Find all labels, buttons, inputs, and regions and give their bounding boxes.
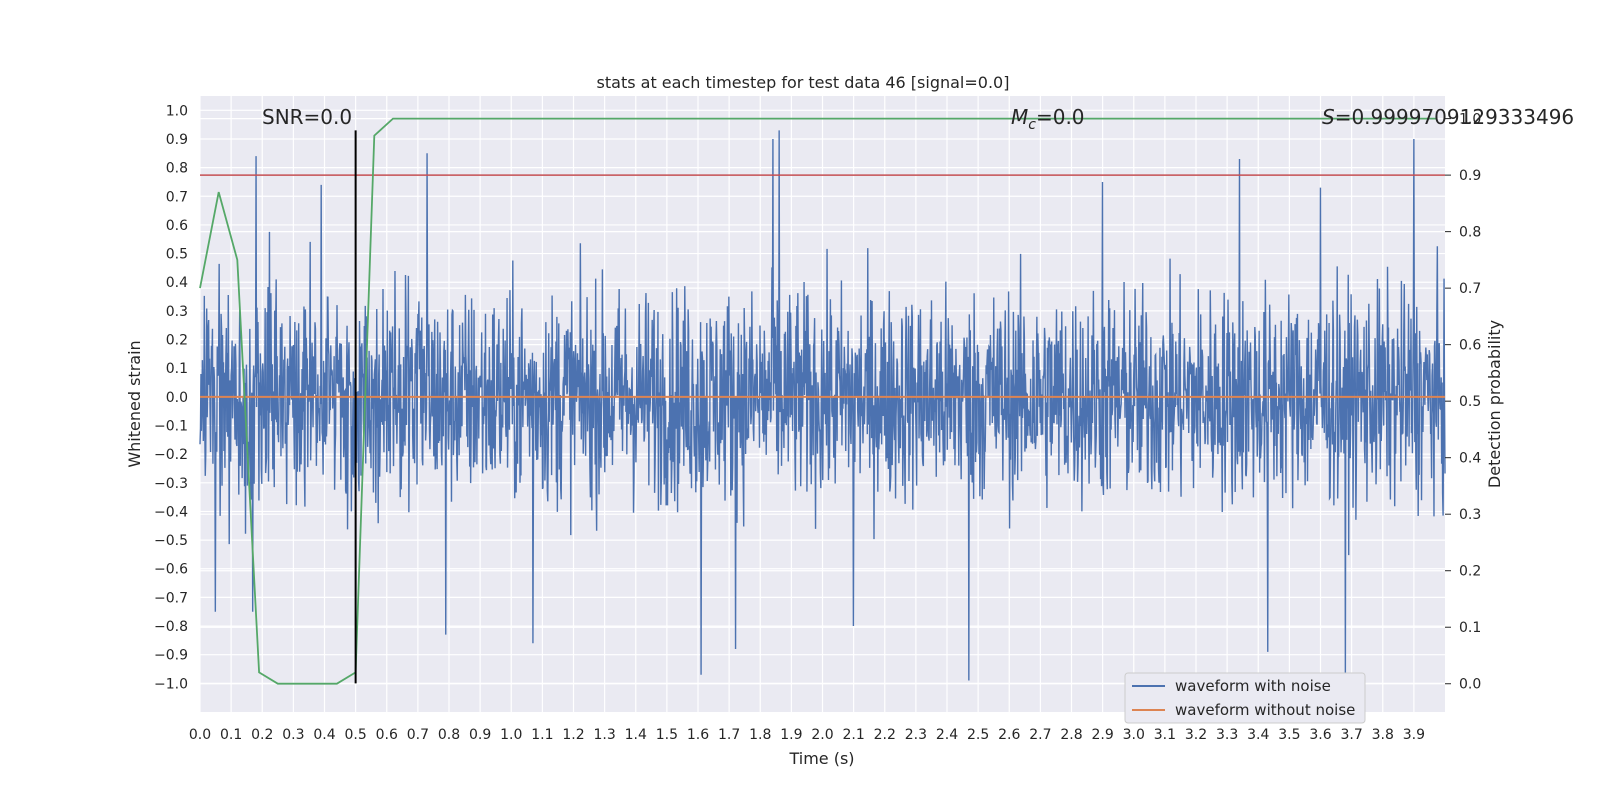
- x-tick-label: 3.0: [1123, 727, 1145, 743]
- chirp-mass-annotation: Mc=0.0: [1011, 105, 1085, 133]
- x-tick-label: 2.5: [967, 727, 989, 743]
- y-tick-label: 0.6: [166, 218, 188, 234]
- y-tick-label: 0.3: [166, 304, 188, 320]
- y-tick-label: −0.3: [154, 476, 188, 492]
- x-tick-label: 2.1: [842, 727, 864, 743]
- y-tick-label: 0.7: [166, 189, 188, 205]
- y2-tick-label: 0.3: [1459, 507, 1481, 523]
- y-tick-label: −0.7: [154, 590, 188, 606]
- y-axis-label: Whitened strain: [125, 340, 144, 467]
- y-axis-ticks: 1.0 0.9 0.8 0.7 0.6 0.5 0.4 0.3 0.2 0.1 0.0 −0.1 −0.…: [154, 103, 188, 692]
- x-axis-ticks: 0.0 0.1 0.2 0.3 0.4 0.5 0.6 0.7 0.8 0.9 1.0 1.1 1.2 1…: [189, 727, 1425, 743]
- y-tick-label: −0.4: [154, 504, 188, 520]
- waveform-with-noise-series: [199, 130, 1446, 681]
- x-tick-label: 0.1: [220, 727, 242, 743]
- y-tick-label: −0.9: [154, 648, 188, 664]
- y2-tick-label: 0.2: [1459, 564, 1481, 580]
- chart-title: stats at each timestep for test data 46 …: [597, 73, 1010, 92]
- detection-probability-series: [199, 117, 1436, 685]
- x-tick-label: 0.8: [438, 727, 460, 743]
- x-tick-label: 2.8: [1060, 727, 1082, 743]
- x-tick-label: 3.5: [1278, 727, 1300, 743]
- x-tick-label: 0.9: [469, 727, 491, 743]
- x-tick-label: 3.4: [1247, 727, 1269, 743]
- y-tick-label: 0.8: [166, 161, 188, 177]
- x-tick-label: 0.3: [282, 727, 304, 743]
- y2-tick-label: 0.1: [1459, 620, 1481, 636]
- y2-axis-ticks: 1.0 0.9 0.8 0.7 0.6 0.5 0.4 0.3 0.2 0.1 0.0: [1445, 112, 1481, 693]
- y2-tick-label: 0.9: [1459, 168, 1481, 184]
- x-tick-label: 0.6: [376, 727, 398, 743]
- x-tick-label: 2.3: [905, 727, 927, 743]
- y2-axis-label: Detection probability: [1485, 320, 1504, 488]
- y-tick-label: −0.6: [154, 562, 188, 578]
- x-tick-label: 3.6: [1309, 727, 1331, 743]
- y2-tick-label: 0.6: [1459, 338, 1481, 354]
- x-tick-label: 3.2: [1185, 727, 1207, 743]
- y-tick-label: 0.5: [166, 247, 188, 263]
- y-tick-label: 0.1: [166, 361, 188, 377]
- y-tick-label: −0.5: [154, 533, 188, 549]
- x-tick-label: 0.0: [189, 727, 211, 743]
- x-tick-label: 1.7: [718, 727, 740, 743]
- x-axis-label: Time (s): [788, 749, 854, 768]
- y2-tick-label: 0.7: [1459, 281, 1481, 297]
- legend-box: [1124, 672, 1366, 724]
- x-tick-label: 2.9: [1091, 727, 1113, 743]
- legend: waveform with noise waveform without noi…: [1124, 672, 1366, 724]
- x-tick-label: 1.8: [749, 727, 771, 743]
- x-tick-label: 3.1: [1154, 727, 1176, 743]
- x-tick-label: 1.4: [625, 727, 647, 743]
- x-tick-label: 3.8: [1372, 727, 1394, 743]
- y-tick-label: 1.0: [166, 103, 188, 119]
- x-tick-label: 1.9: [780, 727, 802, 743]
- y2-tick-label: 0.4: [1459, 451, 1481, 467]
- y-tick-label: −0.1: [154, 418, 188, 434]
- x-tick-label: 2.2: [874, 727, 896, 743]
- y2-tick-label: 0.5: [1459, 394, 1481, 410]
- y2-tick-label: 0.8: [1459, 225, 1481, 241]
- x-tick-label: 2.7: [1029, 727, 1051, 743]
- x-tick-label: 0.5: [344, 727, 366, 743]
- legend-label-noise: waveform with noise: [1175, 677, 1331, 695]
- x-tick-label: 0.4: [313, 727, 335, 743]
- y-tick-label: −1.0: [154, 676, 188, 692]
- y-tick-label: 0.0: [166, 390, 188, 406]
- grid: [199, 96, 1445, 712]
- x-tick-label: 3.9: [1403, 727, 1425, 743]
- y-tick-label: 0.2: [166, 333, 188, 349]
- x-tick-label: 1.2: [562, 727, 584, 743]
- x-tick-label: 2.6: [998, 727, 1020, 743]
- x-tick-label: 2.0: [811, 727, 833, 743]
- x-tick-label: 1.1: [531, 727, 553, 743]
- y-tick-label: −0.2: [154, 447, 188, 463]
- legend-label-clean: waveform without noise: [1175, 701, 1355, 719]
- x-tick-label: 1.6: [687, 727, 709, 743]
- x-tick-label: 1.5: [656, 727, 678, 743]
- x-tick-label: 1.3: [593, 727, 615, 743]
- y-tick-label: 0.9: [166, 132, 188, 148]
- x-tick-label: 2.4: [936, 727, 958, 743]
- waveform-with-noise-line: [199, 130, 1446, 681]
- y2-tick-label: 1.0: [1459, 112, 1481, 128]
- score-annotation: S=0.9999709129333496: [1322, 105, 1574, 129]
- x-tick-label: 3.3: [1216, 727, 1238, 743]
- y2-tick-label: 0.0: [1459, 677, 1481, 693]
- x-tick-label: 1.0: [500, 727, 522, 743]
- x-tick-label: 0.7: [407, 727, 429, 743]
- snr-annotation: SNR=0.0: [262, 105, 352, 129]
- x-tick-label: 0.2: [251, 727, 273, 743]
- y-tick-label: −0.8: [154, 619, 188, 635]
- y-tick-label: 0.4: [166, 275, 188, 291]
- x-tick-label: 3.7: [1340, 727, 1362, 743]
